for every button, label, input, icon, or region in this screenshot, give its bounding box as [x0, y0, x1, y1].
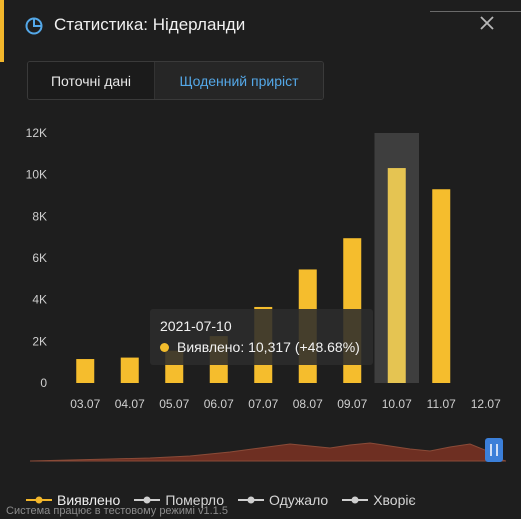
legend-item-sick[interactable]: Хворіє — [342, 492, 416, 508]
legend-item-detected[interactable]: Виявлено — [26, 492, 120, 508]
tab-current-data[interactable]: Поточні дані — [28, 62, 154, 99]
window-top-border — [430, 11, 521, 12]
bar-04.07[interactable] — [120, 357, 139, 383]
x-tick-label: 08.07 — [293, 397, 323, 411]
legend-line-gray-icon — [134, 496, 161, 504]
x-tick-label: 07.07 — [248, 397, 278, 411]
bar-10.07[interactable] — [387, 168, 406, 383]
legend-item-died[interactable]: Померло — [134, 492, 224, 508]
y-tick-label: 10K — [26, 168, 47, 182]
bar-03.07[interactable] — [76, 359, 95, 383]
view-tabs: Поточні дані Щоденний приріст — [27, 61, 324, 100]
tooltip-value: Виявлено: 10,317 (+48.68%) — [177, 339, 360, 355]
bar-11.07[interactable] — [432, 189, 451, 383]
navigator-area — [30, 442, 506, 462]
y-tick-label: 2K — [32, 334, 47, 348]
tab-daily-growth[interactable]: Щоденний приріст — [154, 62, 323, 99]
tooltip-date: 2021-07-10 — [160, 318, 232, 334]
x-tick-label: 05.07 — [159, 397, 189, 411]
x-tick-label: 11.07 — [427, 397, 456, 411]
window-accent-bar — [0, 0, 4, 62]
legend-line-gray-icon — [342, 496, 369, 504]
chart-legend: Виявлено Померло Одужало Хворіє — [26, 492, 430, 508]
x-tick-label: 06.07 — [204, 397, 234, 411]
tooltip-row: Виявлено: 10,317 (+48.68%) — [160, 339, 360, 355]
daily-growth-bar-chart: 0 2K 4K 6K 8K 10K 12K 03.07 04.07 05.07 06.07 07.07… — [26, 126, 501, 411]
legend-line-yellow-icon — [26, 496, 52, 504]
y-tick-label: 8K — [32, 209, 47, 223]
window-header: Статистика: Нідерланди — [22, 0, 512, 52]
x-tick-label: 09.07 — [337, 397, 367, 411]
y-tick-label: 0 — [40, 376, 47, 390]
x-tick-label: 12.07 — [471, 397, 501, 411]
y-tick-label: 6K — [32, 251, 47, 265]
chart-tooltip: 2021-07-10 Виявлено: 10,317 (+48.68%) — [150, 309, 373, 365]
tooltip-series-dot — [160, 342, 169, 352]
x-tick-label: 10.07 — [382, 397, 412, 411]
close-icon[interactable] — [476, 12, 498, 34]
range-navigator[interactable] — [30, 434, 506, 464]
y-tick-label: 12K — [26, 126, 47, 140]
window-title: Статистика: Нідерланди — [54, 15, 246, 34]
navigator-handle[interactable] — [485, 438, 503, 462]
legend-line-gray-icon — [238, 496, 265, 504]
pie-chart-icon — [25, 17, 43, 35]
status-text: Система працює в тестовому режимі v1.1.5 — [6, 505, 228, 517]
x-tick-label: 04.07 — [115, 397, 145, 411]
x-tick-label: 03.07 — [70, 397, 100, 411]
legend-item-recovered[interactable]: Одужало — [238, 492, 328, 508]
y-tick-label: 4K — [32, 293, 47, 307]
